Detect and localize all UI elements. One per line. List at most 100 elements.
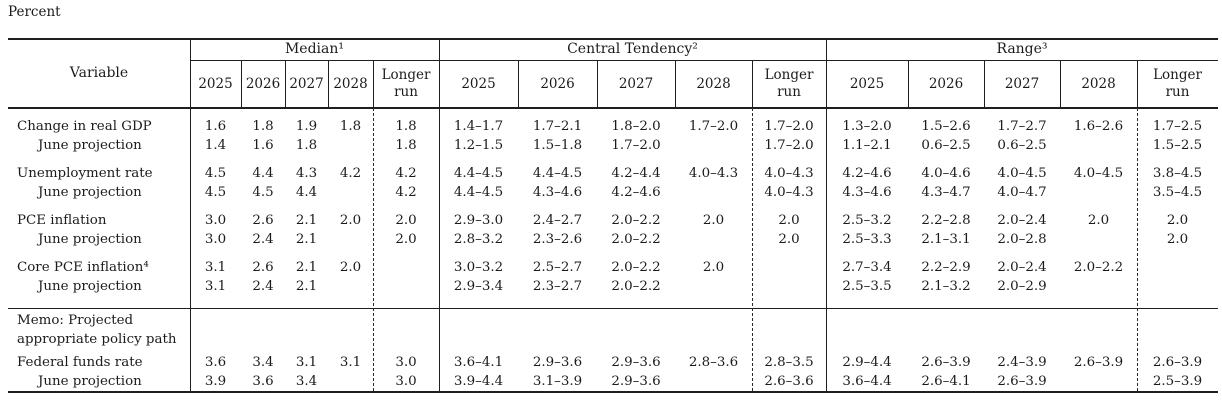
value-cell: 1.7–2.0 (611, 138, 661, 153)
year-header-label: 2025 (461, 75, 496, 92)
value-cell: 0.6–2.5 (997, 138, 1047, 153)
value-cell: 1.5–2.5 (1152, 138, 1203, 153)
value-cell: 1.6–2.6 (1073, 119, 1124, 134)
value-cell: 2.9–3.6 (611, 374, 661, 389)
value-cell: 4.3–4.7 (921, 185, 971, 200)
year-header-label: 2027 (1004, 75, 1040, 92)
year-header-label: 2028 (696, 75, 731, 92)
value-cell: 4.2–4.4 (611, 166, 661, 181)
row-sublabel: June projection (38, 374, 142, 389)
value-cell: 3.6 (252, 374, 274, 389)
row-sublabel: June projection (38, 185, 142, 200)
column-divider (675, 60, 676, 108)
value-cell (675, 183, 752, 202)
value-cell: 2.0–2.2 (611, 213, 661, 228)
projections-table: Variable Median¹ Central Tendency² Range… (8, 38, 1218, 394)
value-cell (1060, 230, 1137, 249)
value-cell: 1.5–2.6 (921, 119, 971, 134)
value-cell: 1.4–1.7 (453, 119, 504, 134)
value-cell (328, 136, 373, 155)
year-header-label: Longer run (381, 67, 431, 100)
year-header: Longer run (1137, 60, 1218, 108)
longer-run-dashed-divider (1137, 108, 1138, 391)
year-header: 2028 (1060, 60, 1137, 108)
year-header: 2025 (826, 60, 908, 108)
year-header: 2027 (285, 60, 328, 108)
value-cell: 3.1–3.9 (532, 374, 583, 389)
row-sublabel: June projection (38, 138, 142, 153)
value-cell: 2.9–4.4 (842, 355, 892, 370)
header-bottom-rule (8, 107, 1218, 110)
table-row-group: PCE inflation 3.0 2.6 2.1 2.0 2.0 2.9–3.… (8, 202, 1218, 249)
table-header: Variable Median¹ Central Tendency² Range… (8, 38, 1218, 108)
value-cell: 4.0–4.5 (1073, 166, 1124, 181)
median-section-header: Median¹ (284, 41, 345, 57)
value-cell: 2.6–3.9 (1152, 355, 1203, 370)
value-cell: 1.7–2.7 (997, 119, 1047, 134)
year-header: 2025 (190, 60, 241, 108)
value-cell (328, 372, 373, 391)
value-cell: 2.8–3.6 (688, 355, 739, 370)
value-cell: 4.2 (395, 166, 417, 181)
value-cell: 2.1–3.2 (921, 279, 971, 294)
value-cell: 4.0–4.6 (921, 166, 971, 181)
value-cell: 2.0 (339, 260, 362, 275)
year-header-label: 2028 (333, 75, 368, 92)
year-header-label: 2027 (289, 75, 324, 92)
value-cell: 2.0–2.4 (997, 213, 1047, 228)
value-cell (373, 258, 439, 277)
value-cell: 3.0 (395, 374, 417, 389)
value-cell: 4.0–4.3 (764, 166, 814, 181)
value-cell: 3.1 (204, 279, 227, 294)
value-cell: 2.0 (1087, 213, 1110, 228)
memo-row: Memo: Projected appropriate policy path (8, 311, 176, 349)
column-divider (826, 38, 827, 393)
value-cell: 2.0–2.2 (611, 232, 661, 247)
row-sublabel: June projection (38, 232, 142, 247)
value-cell: 2.2–2.9 (921, 260, 971, 275)
value-cell: 2.5–3.2 (842, 213, 892, 228)
value-cell: 3.6–4.4 (842, 374, 892, 389)
value-cell: 2.0 (339, 213, 362, 228)
value-cell: 2.6–3.9 (921, 355, 971, 370)
value-cell (1060, 183, 1137, 202)
row-label: Change in real GDP (17, 119, 152, 134)
value-cell: 1.7–2.1 (532, 119, 583, 134)
value-cell: 4.5 (252, 185, 274, 200)
value-cell: 4.0–4.3 (764, 185, 814, 200)
year-header-label: 2026 (928, 75, 964, 92)
value-cell (1137, 258, 1218, 277)
value-cell: 1.2–1.5 (453, 138, 504, 153)
value-cell: 4.2–4.6 (611, 185, 661, 200)
value-cell: 2.1 (295, 279, 318, 294)
year-header: 2028 (675, 60, 752, 108)
value-cell: 1.5–1.8 (532, 138, 583, 153)
value-cell: 2.4 (252, 232, 274, 247)
value-cell: 2.5–3.5 (842, 279, 892, 294)
memo-label-line1: Memo: Projected (17, 313, 134, 328)
value-cell: 1.7–2.5 (1152, 119, 1203, 134)
value-cell: 2.8–3.5 (764, 355, 814, 370)
value-cell: 2.8–3.2 (453, 232, 504, 247)
value-cell: 2.5–3.3 (842, 232, 892, 247)
value-cell: 3.1 (204, 260, 227, 275)
value-cell: 2.0–2.2 (611, 279, 661, 294)
table-bottom-rule (8, 391, 1218, 394)
value-cell: 2.0 (395, 232, 417, 247)
year-header: 2027 (984, 60, 1060, 108)
value-cell: 2.0–2.2 (611, 260, 661, 275)
year-header-label: Longer run (1153, 67, 1202, 100)
column-divider (518, 60, 519, 108)
value-cell: 2.1 (295, 232, 318, 247)
value-cell: 3.6 (204, 355, 227, 370)
value-cell: 0.6–2.5 (921, 138, 971, 153)
table-body: Change in real GDP 1.6 1.8 1.9 1.8 1.8 1… (8, 108, 1218, 391)
row-label: Federal funds rate (17, 355, 143, 370)
year-header: Longer run (752, 60, 826, 108)
value-cell: 1.6 (252, 138, 274, 153)
value-cell (752, 277, 826, 296)
year-header: 2028 (328, 60, 373, 108)
column-divider (190, 38, 191, 393)
table-row-group: Unemployment rate 4.5 4.4 4.3 4.2 4.2 4.… (8, 155, 1218, 202)
row-sublabel: June projection (38, 279, 142, 294)
